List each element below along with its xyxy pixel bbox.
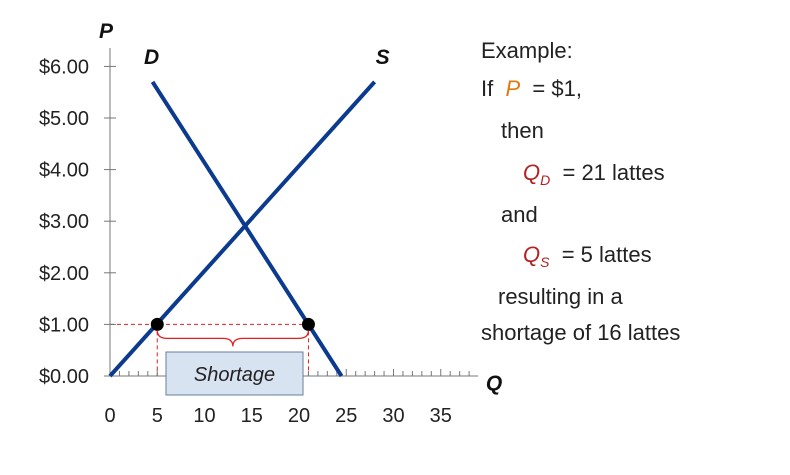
- x-tick-label: 0: [104, 405, 115, 427]
- x-tick-label: 10: [193, 405, 215, 427]
- x-tick-label: 20: [288, 405, 310, 427]
- y-tick-label: $5.00: [39, 108, 89, 130]
- demand-curve-label: D: [144, 46, 159, 69]
- y-tick-label: $0.00: [39, 366, 89, 388]
- tick-labels: $0.00 $1.00 $2.00 $3.00 $4.00 $5.00 $6.00 0 5 10 1…: [39, 20, 502, 427]
- y-tick-label: $3.00: [39, 211, 89, 233]
- x-tick-label: 30: [382, 405, 404, 427]
- x-tick-label: 15: [241, 405, 263, 427]
- x-tick-label: 35: [430, 405, 452, 427]
- demand-point: [301, 317, 315, 331]
- y-tick-label: $2.00: [39, 263, 89, 285]
- supply-curve-label: S: [376, 46, 390, 69]
- y-tick-label: $4.00: [39, 160, 89, 182]
- y-axis-title: P: [99, 20, 114, 43]
- equilibrium-points: [150, 317, 315, 331]
- shortage-box: [165, 351, 304, 396]
- shortage-label: Shortage: [194, 364, 275, 386]
- shortage-brace: [156, 330, 310, 347]
- y-tick-label: $6.00: [39, 56, 89, 78]
- x-tick-label: 5: [152, 405, 163, 427]
- supply-point: [150, 317, 164, 331]
- shortage-annotation: Shortage: [156, 330, 310, 396]
- x-axis-title: Q: [486, 372, 502, 395]
- x-tick-label: 25: [335, 405, 357, 427]
- supply-curve: [108, 80, 377, 378]
- y-tick-label: $1.00: [39, 314, 89, 336]
- demand-curve: [150, 80, 344, 378]
